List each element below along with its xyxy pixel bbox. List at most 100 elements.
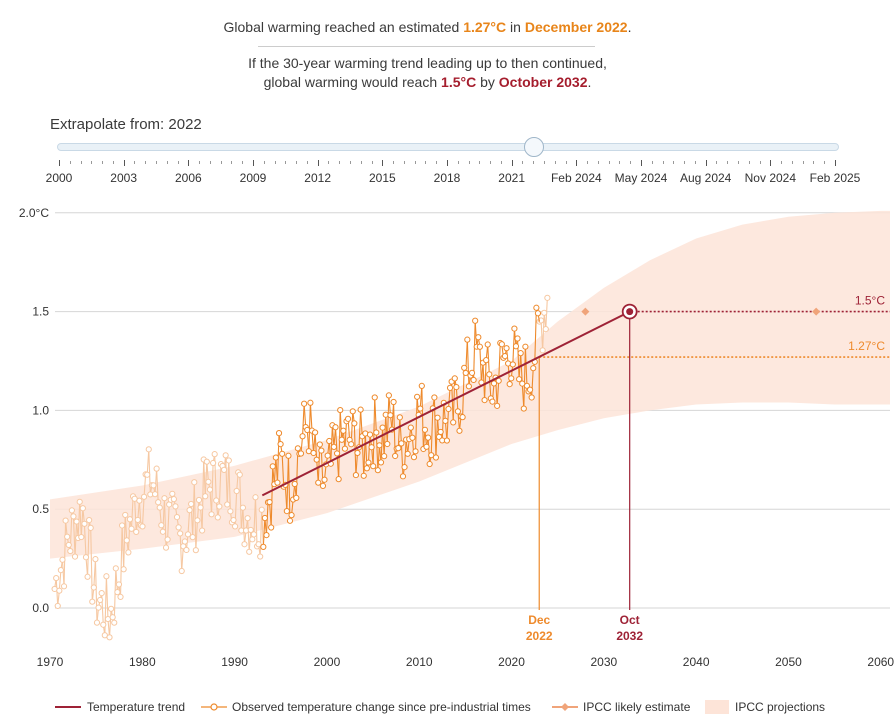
observed-segment: [308, 402, 311, 452]
observed-point: [508, 375, 515, 382]
observed-segment: [496, 380, 500, 406]
observed-point: [319, 482, 327, 489]
legend-item-trend[interactable]: Temperature trend: [55, 700, 185, 714]
observed-point: [274, 479, 281, 486]
slider-tick-label[interactable]: 2000: [45, 171, 73, 185]
extrapolate-slider-handle[interactable]: [523, 137, 544, 157]
slider-tick-label[interactable]: 2006: [174, 171, 202, 185]
slider-tick-label[interactable]: 2018: [433, 171, 461, 185]
marker-label-dec: Dec: [528, 613, 550, 627]
observed-segment: [466, 339, 470, 387]
observed-segment: [239, 474, 242, 531]
observed-point: [489, 398, 496, 405]
observed-point: [443, 437, 451, 444]
slider-tick-label[interactable]: Feb 2025: [809, 171, 861, 185]
observed-point: [192, 547, 199, 554]
observed-point: [258, 506, 265, 513]
observed-point: [155, 499, 162, 506]
slider-tick-label[interactable]: May 2024: [614, 171, 668, 185]
slider-tick-label[interactable]: Feb 2024: [550, 171, 602, 185]
observed-point: [197, 504, 204, 511]
legend-item-ipcc-projections[interactable]: IPCC projections: [705, 700, 825, 714]
y-tick-label: 0.0: [32, 601, 49, 615]
slider-minor-tick: [199, 161, 201, 164]
slider-minor-tick: [328, 161, 330, 164]
observed-point: [454, 408, 462, 415]
observed-segment: [115, 568, 118, 593]
slider-tick-mark: [770, 160, 772, 166]
observed-point: [260, 543, 267, 550]
slider-tick-label[interactable]: 2015: [368, 171, 396, 185]
observed-point: [357, 406, 364, 413]
observed-segment: [206, 461, 209, 482]
observed-point: [442, 417, 449, 424]
observed-point: [126, 516, 134, 523]
observed-point: [424, 434, 432, 441]
legend-trend-label: Temperature trend: [87, 700, 186, 714]
observed-point: [67, 547, 74, 555]
extrapolate-slider-track[interactable]: [57, 143, 839, 151]
observed-point: [68, 507, 75, 514]
slider-tick-label[interactable]: Nov 2024: [744, 171, 797, 185]
observed-point: [145, 446, 152, 453]
slider-minor-tick: [565, 161, 567, 164]
slider-tick-label[interactable]: 2021: [498, 171, 526, 185]
observed-point: [392, 452, 399, 460]
observed-segment: [455, 387, 459, 412]
slider-tick-label[interactable]: 2012: [304, 171, 332, 185]
observed-segment: [303, 403, 307, 428]
observed-point: [202, 493, 209, 500]
observed-point: [381, 453, 388, 460]
observed-point: [316, 441, 323, 448]
slider-tick-label[interactable]: 2003: [110, 171, 138, 185]
y-tick-label: 2.0°C: [19, 206, 49, 220]
observed-point: [90, 584, 97, 591]
projection-line-1: If the 30-year warming trend leading up …: [248, 55, 607, 71]
slider-minor-tick: [608, 161, 610, 164]
slider-minor-tick: [597, 161, 599, 164]
observed-point: [203, 458, 210, 465]
observed-segment: [72, 516, 76, 557]
observed-point: [95, 604, 102, 611]
observed-point: [544, 294, 551, 301]
observed-point: [82, 554, 90, 561]
observed-segment: [457, 411, 461, 431]
observed-segment: [523, 346, 526, 409]
observed-point: [100, 621, 107, 628]
observed-point: [236, 471, 243, 478]
observed-segment: [473, 320, 476, 380]
observed-point: [125, 549, 132, 556]
observed-point: [446, 384, 454, 391]
observed-point: [144, 471, 151, 478]
observed-segment: [430, 408, 434, 456]
observed-point: [470, 376, 477, 384]
observed-point: [188, 500, 195, 508]
observed-point: [70, 513, 77, 520]
observed-segment: [542, 312, 545, 351]
observed-point: [266, 498, 273, 506]
observed-point: [73, 518, 80, 525]
observed-point: [208, 511, 215, 518]
legend-item-observed[interactable]: Observed temperature change since pre-in…: [200, 700, 531, 714]
observed-point: [437, 428, 444, 436]
observed-point: [377, 459, 385, 466]
observed-point: [261, 514, 268, 522]
observed-point: [230, 516, 237, 524]
observed-point: [501, 352, 509, 360]
observed-segment: [187, 510, 191, 535]
observed-point: [363, 465, 370, 472]
slider-tick-label[interactable]: 2009: [239, 171, 267, 185]
legend-observed-label: Observed temperature change since pre-in…: [232, 700, 531, 714]
observed-point: [539, 347, 546, 354]
slider-tick-mark: [253, 160, 254, 166]
observed-point: [310, 449, 317, 457]
observed-point: [86, 516, 93, 524]
observed-segment: [383, 414, 387, 457]
slider-minor-tick: [91, 161, 93, 164]
observed-point: [249, 536, 256, 543]
legend-item-ipcc-likely[interactable]: IPCC likely estimate: [551, 700, 690, 714]
observed-segment: [287, 455, 291, 521]
observed-point: [428, 452, 435, 459]
slider-tick-label[interactable]: Aug 2024: [679, 171, 732, 185]
headline-suffix: .: [627, 19, 632, 35]
